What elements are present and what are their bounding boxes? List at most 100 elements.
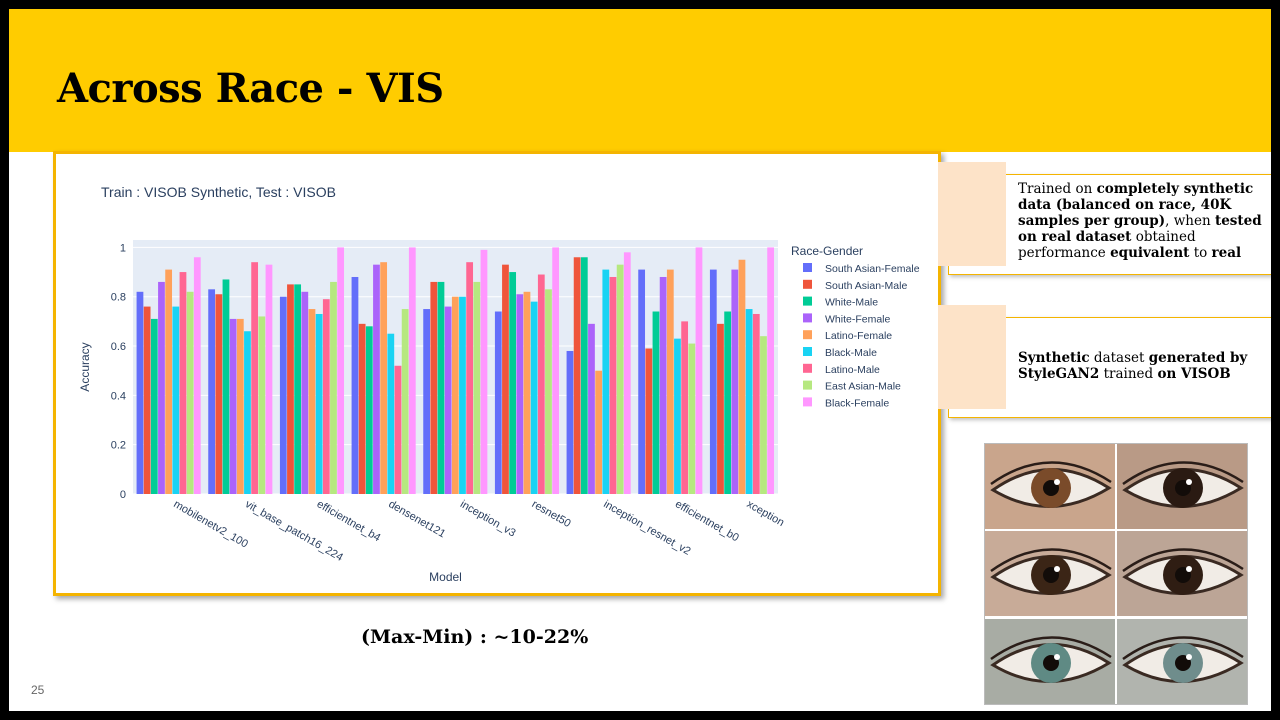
bar [516,294,524,494]
title-band [9,9,1271,152]
bar [480,249,488,494]
bar [509,272,517,494]
y-axis-label: Accuracy [78,342,92,391]
note1-part: tested on real dataset [1018,213,1262,245]
bar [358,323,366,494]
note1-part: equivalent [1110,245,1190,261]
note2-part: trained [1099,366,1158,382]
bar [573,257,581,494]
bar [308,309,316,494]
bar [545,289,552,494]
bar [229,318,237,494]
legend-swatch [803,363,812,373]
bar [215,294,223,494]
legend-label: South Asian-Male [825,280,907,292]
bar [681,321,689,494]
bar [179,272,187,494]
eye-image [1117,618,1247,704]
bar [330,281,337,494]
eye-icon [985,531,1115,617]
bar [494,311,502,494]
eye-icon [1117,531,1247,617]
bar [523,291,531,494]
bar [638,269,646,494]
bar [244,331,251,494]
bar [401,309,409,494]
y-tick-label: 0.6 [111,341,126,353]
bar [236,318,244,494]
x-tick-label: densenet121 [386,498,447,540]
bar [136,291,144,494]
bar [279,296,287,494]
eye-icon [985,618,1115,704]
bar [466,262,474,494]
bar [301,291,309,494]
x-tick-label: mobilenetv2_100 [171,498,250,550]
eye-image [1117,444,1247,529]
bar [552,247,560,494]
bar [659,276,667,494]
bar [265,264,273,494]
bar [767,247,775,494]
legend-swatch [803,279,812,289]
y-tick-label: 1 [120,242,126,254]
slide: Across Race - VIS Train : VISOB Syntheti… [9,9,1271,711]
bar [537,274,545,494]
legend-title: Race-Gender [791,244,863,258]
bar [588,323,595,494]
bar [502,264,509,494]
bar [294,284,302,494]
legend-label: Latino-Female [825,330,892,342]
bar [287,284,294,494]
legend-label: Black-Male [825,347,877,359]
bar [444,306,452,494]
legend-label: South Asian-Female [825,263,920,275]
bar [473,281,481,494]
note1-part: Trained on [1018,181,1097,197]
chart-title: Train : VISOB Synthetic, Test : VISOB [101,184,336,200]
note2-part: dataset [1089,350,1149,366]
bar [430,281,438,494]
note-tab-1 [938,162,1006,266]
eye-image [985,618,1115,704]
legend-swatch [803,313,812,323]
eye-icon [1117,444,1247,529]
note-text-2: Synthetic dataset generated by StyleGAN2… [1018,350,1258,382]
bar [752,313,760,494]
bar [717,323,724,494]
bar [652,311,660,494]
note1-part: , when [1165,213,1215,229]
bar [337,247,345,494]
bar [666,269,674,494]
x-axis-label: Model [429,570,462,584]
y-tick-label: 0.8 [111,292,126,304]
bar [616,264,624,494]
note2-part: Synthetic [1018,350,1090,366]
bar [695,247,703,494]
note2-part: on VISOB [1157,366,1231,382]
y-tick-label: 0.2 [111,440,126,452]
bar [688,343,696,494]
bar [222,279,230,494]
bar [595,370,603,494]
x-tick-label: efficientnet_b0 [673,498,741,544]
bar [459,296,466,494]
slide-title: Across Race - VIS [57,65,444,112]
bar [365,326,373,494]
bar [387,333,395,494]
legend-swatch [803,330,812,340]
bar [709,269,717,494]
bar [745,309,753,494]
bar [674,338,681,494]
note-tab-2 [938,305,1006,409]
bar [158,281,165,494]
bar [351,276,359,494]
note-text-1: Trained on completely synthetic data (ba… [1018,181,1266,261]
max-min-note: (Max-Min) : ~10-22% [361,626,589,648]
bar [150,318,158,494]
legend-label: Latino-Male [825,364,880,376]
bar [143,306,151,494]
x-tick-label: resnet50 [530,498,573,530]
legend-label: White-Female [825,313,891,325]
y-tick-label: 0.4 [111,390,126,402]
